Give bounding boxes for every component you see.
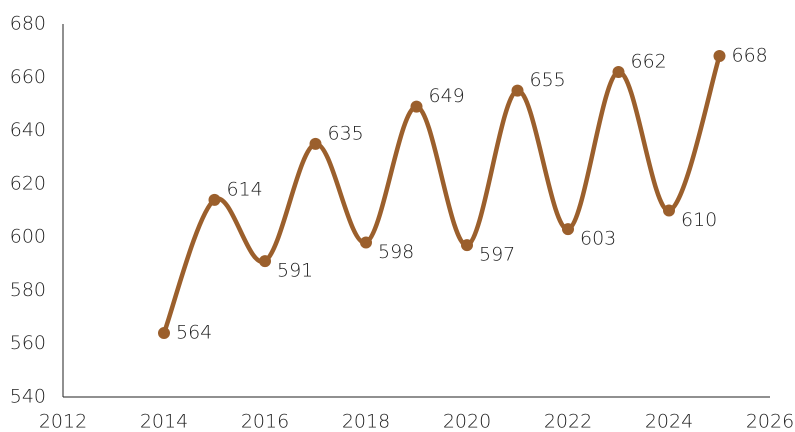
y-tick-label: 540 xyxy=(10,386,46,408)
data-label: 614 xyxy=(227,178,263,200)
x-tick-label: 2024 xyxy=(645,411,693,432)
data-label: 662 xyxy=(631,50,667,72)
y-tick-label: 640 xyxy=(10,119,46,141)
data-point xyxy=(360,236,372,249)
x-tick-label: 2014 xyxy=(140,411,188,432)
data-point xyxy=(511,84,524,97)
y-tick-label: 660 xyxy=(10,66,46,88)
data-point xyxy=(461,239,473,252)
y-tick-label: 580 xyxy=(10,279,46,301)
data-point xyxy=(410,100,423,113)
data-label: 564 xyxy=(176,322,212,344)
y-tick-label: 560 xyxy=(10,332,46,354)
data-point xyxy=(158,327,170,340)
x-tick-label: 2022 xyxy=(544,411,592,432)
x-tick-label: 2026 xyxy=(746,411,794,432)
data-label: 655 xyxy=(530,69,566,91)
x-tick-label: 2012 xyxy=(39,411,87,432)
x-tick-label: 2018 xyxy=(342,411,390,432)
data-label: 610 xyxy=(681,209,717,231)
y-tick-label: 620 xyxy=(10,172,46,194)
x-tick-label: 2016 xyxy=(241,411,289,432)
data-point xyxy=(562,223,574,236)
data-point xyxy=(663,204,675,217)
data-point xyxy=(713,49,726,62)
data-point xyxy=(612,65,625,78)
data-label: 603 xyxy=(580,228,616,250)
data-point xyxy=(259,255,271,268)
x-tick-label: 2020 xyxy=(443,411,491,432)
data-point xyxy=(208,193,221,206)
data-label: 598 xyxy=(378,241,414,263)
data-label: 597 xyxy=(479,244,515,266)
y-tick-label: 680 xyxy=(10,13,46,35)
y-tick-label: 600 xyxy=(10,226,46,248)
data-point xyxy=(309,137,322,150)
data-label: 668 xyxy=(732,44,768,66)
data-label: 591 xyxy=(277,260,313,282)
data-label: 649 xyxy=(429,85,465,107)
data-label: 635 xyxy=(328,122,364,144)
